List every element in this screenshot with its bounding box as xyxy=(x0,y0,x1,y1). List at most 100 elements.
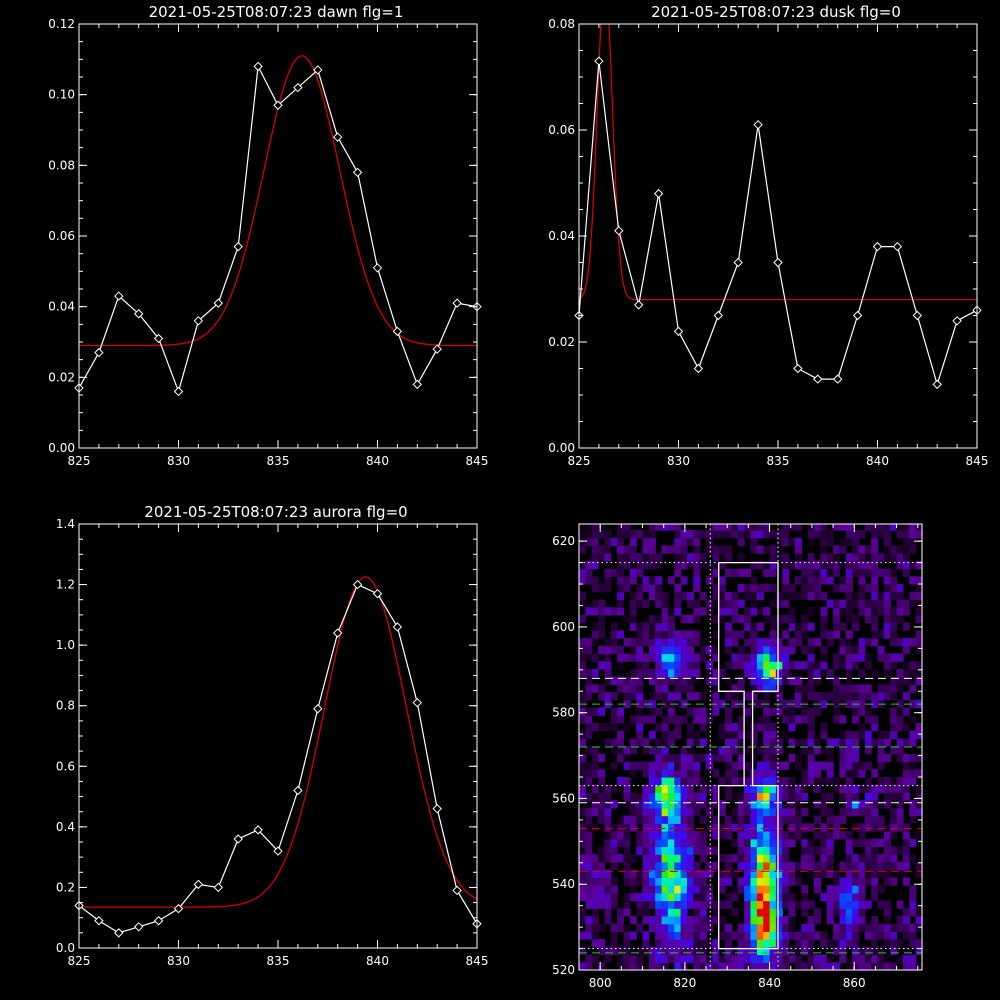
heatmap-cell xyxy=(782,777,790,786)
heatmap-cell xyxy=(687,861,694,871)
heatmap-cell xyxy=(655,815,663,824)
heatmap-cell xyxy=(591,900,599,909)
heatmap-cell xyxy=(833,699,841,709)
heatmap-cell xyxy=(890,931,898,940)
heatmap-cell xyxy=(655,823,663,832)
heatmap-cell xyxy=(788,753,796,763)
heatmap-cell xyxy=(642,761,650,770)
heatmap-cell xyxy=(782,815,790,824)
panel-aurora: 2021-05-25T08:07:23 aurora flg=0 825 830 8… xyxy=(56,503,489,968)
heatmap-cell xyxy=(820,537,828,546)
heatmap-cell xyxy=(591,576,599,585)
heatmap-cell xyxy=(604,784,612,793)
heatmap-cell xyxy=(826,753,834,763)
heatmap-cell xyxy=(883,877,891,886)
heatmap-cell xyxy=(693,599,701,608)
heatmap-cell xyxy=(750,954,758,963)
heatmap-cell xyxy=(839,537,847,546)
heatmap-cell xyxy=(731,661,739,670)
heatmap-cell xyxy=(642,892,650,902)
heatmap-cell xyxy=(909,854,917,863)
heatmap-cell xyxy=(852,692,860,701)
heatmap-cell xyxy=(902,916,910,925)
heatmap-cell xyxy=(579,599,586,608)
heatmap-cell xyxy=(674,560,682,570)
heatmap-cell xyxy=(591,723,599,732)
heatmap-cell xyxy=(744,792,752,801)
heatmap-cell xyxy=(725,954,733,963)
heatmap-cell xyxy=(598,892,606,902)
heatmap-cell xyxy=(718,931,726,940)
heatmap-cell xyxy=(775,707,783,716)
heatmap-cell xyxy=(814,530,821,539)
heatmap-cell xyxy=(871,877,879,886)
heatmap-cell xyxy=(693,931,701,940)
heatmap-cell xyxy=(833,661,841,670)
heatmap-cell xyxy=(795,761,802,770)
heatmap-cell xyxy=(820,568,828,577)
heatmap-cell xyxy=(826,568,834,577)
heatmap-cell xyxy=(775,746,783,755)
heatmap-cell xyxy=(795,877,802,886)
heatmap-cell xyxy=(699,692,707,701)
heatmap-cell xyxy=(629,885,637,894)
heatmap-cell xyxy=(750,607,758,616)
heatmap-cell xyxy=(782,553,790,562)
x-tick-label: 820 xyxy=(673,976,696,990)
heatmap-cell xyxy=(674,661,682,670)
heatmap-cell xyxy=(826,962,834,970)
heatmap-cell xyxy=(636,761,644,770)
heatmap-cell xyxy=(674,769,682,778)
heatmap-cell xyxy=(814,916,821,925)
heatmap-cell xyxy=(648,769,656,778)
heatmap-cell xyxy=(648,869,656,878)
heatmap-cell xyxy=(852,653,860,662)
heatmap-cell xyxy=(744,730,752,739)
heatmap-cell xyxy=(871,723,879,732)
heatmap-cell xyxy=(598,692,606,701)
heatmap-cell xyxy=(807,916,815,925)
heatmap-cell xyxy=(883,661,891,670)
heatmap-cell xyxy=(610,568,618,577)
heatmap-cell xyxy=(661,869,669,878)
heatmap-cell xyxy=(667,892,675,902)
heatmap-cell xyxy=(915,661,922,670)
heatmap-cell xyxy=(833,707,841,716)
heatmap-cell xyxy=(585,838,593,848)
fit-curve xyxy=(79,576,477,908)
heatmap-cell xyxy=(687,738,694,747)
heatmap-cell xyxy=(674,730,682,739)
heatmap-cell xyxy=(858,591,866,601)
heatmap-cell xyxy=(871,537,879,546)
heatmap-cell xyxy=(750,931,758,940)
heatmap-cell xyxy=(864,815,872,824)
heatmap-cell xyxy=(591,622,599,631)
heatmap-cell xyxy=(801,777,809,786)
heatmap-cell xyxy=(674,645,682,655)
heatmap-cell xyxy=(769,761,777,770)
heatmap-cell xyxy=(636,869,644,878)
heatmap-cell xyxy=(636,630,644,639)
heatmap-cell xyxy=(845,630,853,639)
heatmap-cell xyxy=(718,599,726,608)
heatmap-cell xyxy=(902,738,910,747)
heatmap-cell xyxy=(756,746,764,755)
heatmap-cell xyxy=(909,699,917,709)
data-point xyxy=(614,225,624,236)
heatmap-cell xyxy=(655,661,663,670)
heatmap-cell xyxy=(801,854,809,863)
heatmap-cell xyxy=(623,900,631,909)
heatmap-cell xyxy=(693,607,701,616)
heatmap-cell xyxy=(896,746,904,755)
heatmap-cell xyxy=(750,661,758,670)
heatmap-cell xyxy=(617,746,625,755)
heatmap-cell xyxy=(890,962,898,970)
heatmap-cell xyxy=(788,838,796,848)
heatmap-cell xyxy=(661,954,669,963)
heatmap-cell xyxy=(629,916,637,925)
y-tick-label: 0.02 xyxy=(548,335,575,349)
heatmap-cell xyxy=(744,885,752,894)
heatmap-cell xyxy=(693,715,701,724)
heatmap-cell xyxy=(807,723,815,732)
heatmap-cell xyxy=(845,692,853,701)
